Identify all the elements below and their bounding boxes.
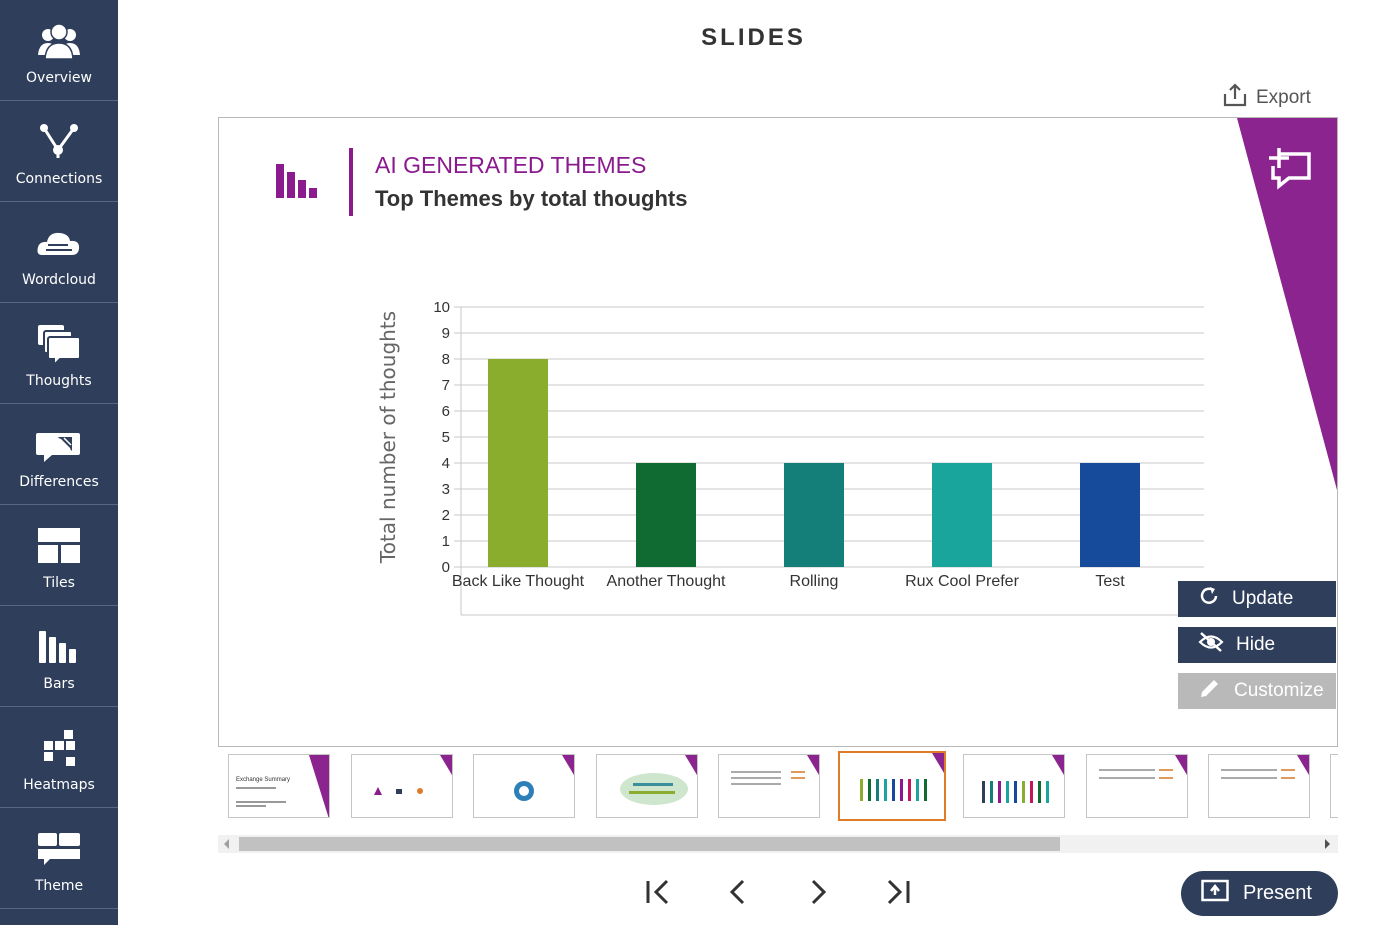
bar [932, 463, 992, 567]
sidebar-item-tiles[interactable]: Tiles [0, 505, 118, 606]
bar [488, 359, 548, 567]
y-tick-label: 1 [442, 533, 450, 550]
customize-label: Customize [1234, 680, 1324, 701]
slide-thumbnail[interactable] [351, 754, 453, 818]
sidebar-item-thoughts[interactable]: Thoughts [0, 303, 118, 404]
y-tick-label: 0 [442, 559, 450, 576]
export-label: Export [1256, 87, 1311, 108]
slide-thumbnail[interactable] [1330, 754, 1338, 818]
add-slide-icon[interactable] [1265, 146, 1313, 197]
tiles-icon [36, 525, 82, 567]
y-tick-label: 6 [442, 403, 450, 420]
slide-thumbnail[interactable] [1208, 754, 1310, 818]
x-tick-label: Rux Cool Prefer [905, 573, 1019, 590]
sidebar-item-label: Heatmaps [23, 777, 95, 793]
y-axis-label: Total number of thoughts [376, 311, 400, 564]
y-tick-label: 5 [442, 429, 450, 446]
thoughts-icon [36, 323, 82, 365]
y-tick-label: 4 [442, 455, 450, 472]
sidebar-item-label: Wordcloud [22, 272, 96, 288]
y-tick-label: 9 [442, 325, 450, 342]
sidebar-item-heatmaps[interactable]: Heatmaps [0, 707, 118, 808]
x-tick-label: Test [1095, 573, 1125, 590]
users-icon [36, 20, 82, 62]
slide-thumbnail[interactable] [963, 754, 1065, 818]
sidebar-item-wordcloud[interactable]: Wordcloud [0, 202, 118, 303]
export-button[interactable]: Export [1222, 82, 1311, 114]
differences-icon [36, 424, 82, 466]
sidebar-item-label: Bars [43, 676, 75, 692]
present-button[interactable]: Present [1181, 871, 1338, 916]
slide-thumbnail[interactable]: Exchange Summary [228, 754, 330, 818]
hide-label: Hide [1236, 634, 1276, 655]
sidebar: Overview Connections Wordcloud [0, 0, 118, 925]
y-tick-label: 7 [442, 377, 450, 394]
bar [636, 463, 696, 567]
slide-subheading: Top Themes by total thoughts [375, 186, 688, 211]
present-icon [1201, 879, 1229, 909]
export-icon [1222, 82, 1248, 114]
sidebar-item-differences[interactable]: Differences [0, 404, 118, 505]
slide-thumbnail[interactable] [1086, 754, 1188, 818]
update-button[interactable]: Update [1178, 581, 1336, 617]
sidebar-item-label: Thoughts [26, 373, 92, 389]
theme-icon [36, 828, 82, 870]
slide-title-divider [349, 148, 353, 216]
eye-slash-icon [1198, 631, 1224, 659]
hide-button[interactable]: Hide [1178, 627, 1336, 663]
thumbnail-scrollbar[interactable] [218, 835, 1338, 853]
x-tick-label: Back Like Thought [452, 573, 585, 590]
customize-button[interactable]: Customize [1178, 673, 1336, 709]
slide-heading: AI GENERATED THEMES [375, 152, 647, 178]
bar [1080, 463, 1140, 567]
bar-chart-logo-icon [275, 162, 323, 203]
scroll-left-arrow-icon[interactable] [224, 839, 229, 849]
sidebar-item-overview[interactable]: Overview [0, 0, 118, 101]
refresh-icon [1198, 585, 1220, 613]
slide-corner-decoration [1237, 118, 1337, 490]
connections-icon [36, 121, 82, 163]
next-slide-button[interactable] [800, 876, 836, 912]
previous-slide-button[interactable] [720, 876, 756, 912]
skip-to-first-icon [643, 877, 673, 912]
bar [784, 463, 844, 567]
heatmap-icon [36, 727, 82, 769]
sidebar-item-label: Differences [19, 474, 99, 490]
y-tick-label: 3 [442, 481, 450, 498]
slide-thumbnail[interactable] [473, 754, 575, 818]
page-title: SLIDES [701, 24, 806, 51]
sidebar-item-label: Connections [15, 171, 103, 187]
slide-preview: AI GENERATED THEMES Top Themes by total … [218, 117, 1338, 747]
last-slide-button[interactable] [880, 876, 916, 912]
update-label: Update [1232, 588, 1294, 609]
chevron-left-icon [723, 877, 753, 912]
sidebar-item-label: Overview [26, 70, 92, 86]
y-tick-label: 8 [442, 351, 450, 368]
sidebar-item-label: Tiles [43, 575, 75, 591]
y-tick-label: 2 [442, 507, 450, 524]
bar-chart: 0 1 2 3 4 5 6 7 8 9 10 Total number of thoughts Back… [376, 299, 1204, 616]
slide-thumbnail[interactable] [596, 754, 698, 818]
bars-icon [36, 626, 82, 668]
slide-thumbnail-strip: Exchange Summary [218, 750, 1338, 826]
thumbnail-title: Exchange Summary [236, 777, 291, 783]
present-label: Present [1243, 882, 1312, 904]
cloud-icon [36, 222, 82, 264]
skip-to-last-icon [883, 877, 913, 912]
x-tick-label: Another Thought [607, 573, 726, 590]
scrollbar-thumb[interactable] [239, 837, 1060, 851]
pencil-icon [1198, 676, 1222, 706]
sidebar-item-label: Theme [34, 878, 84, 894]
scroll-right-arrow-icon[interactable] [1325, 839, 1330, 849]
slide-thumbnail-active[interactable] [838, 751, 946, 821]
chevron-right-icon [803, 877, 833, 912]
slide-thumbnail[interactable] [718, 754, 820, 818]
sidebar-item-connections[interactable]: Connections [0, 101, 118, 202]
y-tick-label: 10 [433, 299, 450, 316]
first-slide-button[interactable] [640, 876, 676, 912]
sidebar-item-bars[interactable]: Bars [0, 606, 118, 707]
sidebar-item-theme[interactable]: Theme [0, 808, 118, 909]
x-tick-label: Rolling [790, 573, 839, 590]
